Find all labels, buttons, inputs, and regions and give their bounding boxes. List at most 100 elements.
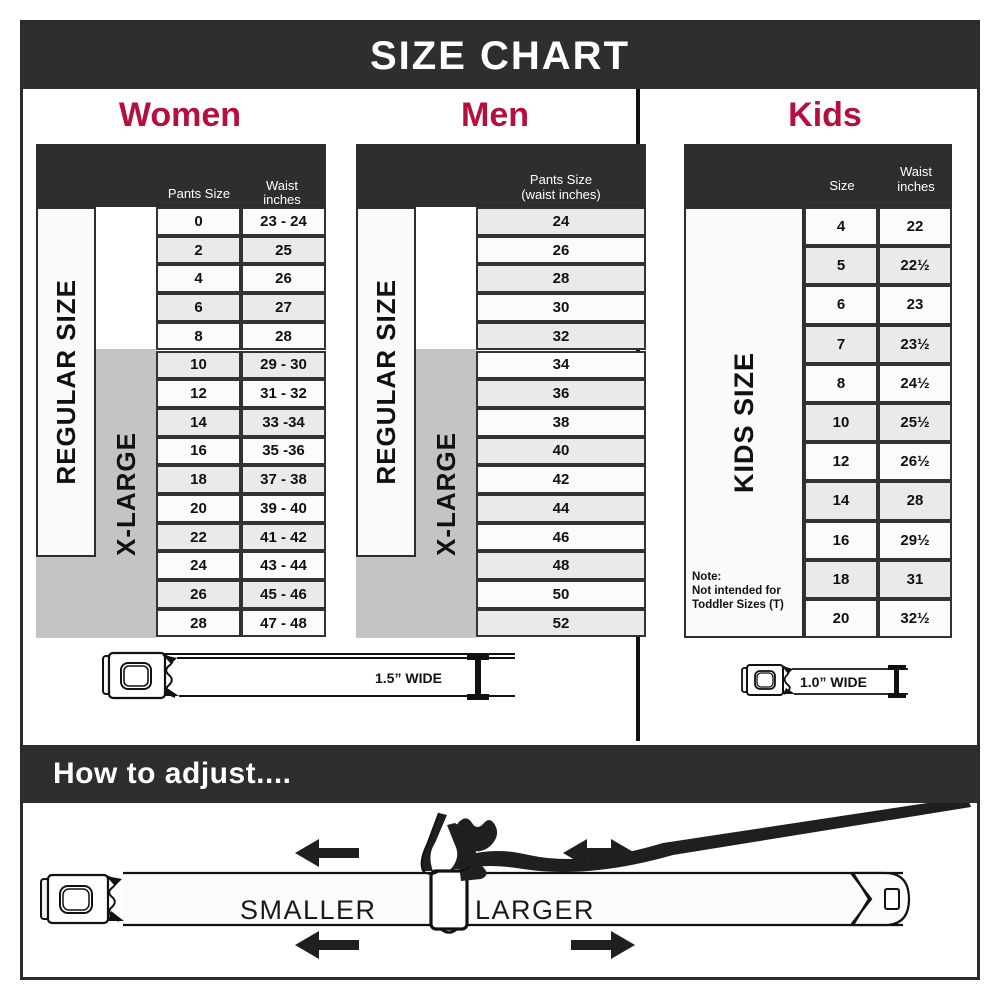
men-cell-size: 44 [476, 494, 646, 523]
kids-cell-waist: 24½ [878, 363, 952, 403]
women-cell-size: 22 [156, 522, 241, 552]
table-row: 34 [476, 350, 646, 380]
table-row: 2 25 [156, 235, 326, 265]
table-row: 24 43 - 44 [156, 551, 326, 581]
table-row: 30 [476, 293, 646, 322]
adult-belt-width-label: 1.5” WIDE [375, 670, 442, 686]
women-cell-size: 0 [156, 207, 241, 236]
women-cell-waist: 26 [241, 264, 326, 294]
table-row: 10 25½ [804, 403, 952, 443]
men-table-header: Pants Size (waist inches) [356, 144, 646, 207]
women-group-regular-label-2: REGULAR SIZE [50, 279, 81, 485]
women-cell-waist: 43 - 44 [241, 551, 326, 581]
table-row: 5 22½ [804, 246, 952, 286]
women-cell-size: 12 [156, 379, 241, 408]
table-row: 26 45 - 46 [156, 580, 326, 609]
kids-col-header-waist-line2: inches [897, 179, 935, 194]
women-col-header-waist-line1: Waist [265, 178, 299, 193]
table-row: 14 28 [804, 481, 952, 521]
women-table-header: Pants Size Waist inches [36, 144, 326, 207]
men-cell-size: 28 [476, 264, 646, 294]
kids-cell-waist: 29½ [878, 520, 952, 560]
adjust-illustration [23, 803, 977, 977]
women-cell-waist: 37 - 38 [241, 465, 326, 494]
table-row: 8 24½ [804, 363, 952, 403]
men-size-table: Pants Size (waist inches) REGULAR SIZE X… [356, 144, 646, 638]
table-row: 36 [476, 379, 646, 408]
kids-cell-waist: 28 [878, 481, 952, 521]
table-row: 24 [476, 207, 646, 236]
kids-note-line2: Not intended for [692, 585, 781, 597]
how-to-adjust-bar: How to adjust.... [23, 745, 977, 803]
men-cell-size: 38 [476, 407, 646, 437]
men-cell-size: 48 [476, 551, 646, 581]
women-cell-size: 8 [156, 321, 241, 351]
adjust-smaller-label: SMALLER [240, 895, 377, 925]
table-row: 18 31 [804, 559, 952, 599]
women-cell-size: 24 [156, 551, 241, 581]
kids-cell-waist: 22½ [878, 246, 952, 286]
table-row: 18 37 - 38 [156, 465, 326, 494]
kids-cell-size: 12 [804, 442, 878, 482]
women-col-header-waist-line2: inches [263, 192, 301, 207]
kids-cell-waist: 31 [878, 559, 952, 599]
women-cell-waist: 47 - 48 [241, 608, 326, 638]
table-row: 4 26 [156, 264, 326, 294]
table-row: 40 [476, 436, 646, 466]
women-cell-size: 14 [156, 407, 241, 437]
kids-cell-size: 6 [804, 285, 878, 325]
women-cell-waist: 35 -36 [241, 436, 326, 466]
men-cell-size: 32 [476, 321, 646, 351]
men-col-header-line1: Pants Size [529, 172, 593, 187]
table-row: 6 23 [804, 285, 952, 325]
women-cell-size: 4 [156, 264, 241, 294]
kids-cell-size: 8 [804, 363, 878, 403]
kids-note-line1: Note: [692, 571, 722, 583]
men-col-header-line2: (waist inches) [521, 187, 601, 202]
men-cell-size: 24 [476, 207, 646, 236]
men-cell-size: 42 [476, 465, 646, 494]
table-row: 0 23 - 24 [156, 207, 326, 236]
men-cell-size: 46 [476, 522, 646, 552]
kids-cell-size: 18 [804, 559, 878, 599]
table-row: 38 [476, 407, 646, 437]
women-cell-waist: 31 - 32 [241, 379, 326, 408]
kids-group-size: KIDS SIZE [684, 207, 804, 638]
kids-cell-size: 16 [804, 520, 878, 560]
kids-cell-size: 4 [804, 207, 878, 247]
men-group-regular-label: REGULAR SIZE [370, 279, 401, 485]
men-cell-size: 26 [476, 235, 646, 265]
women-cell-size: 10 [156, 350, 241, 380]
title-bar: SIZE CHART [23, 23, 977, 89]
table-row: 10 29 - 30 [156, 350, 326, 380]
table-row: 16 35 -36 [156, 436, 326, 466]
kids-cell-waist: 32½ [878, 599, 952, 639]
table-row: 52 [476, 608, 646, 638]
women-cell-waist: 29 - 30 [241, 350, 326, 380]
men-cell-size: 40 [476, 436, 646, 466]
kids-cell-size: 10 [804, 403, 878, 443]
women-cell-size: 26 [156, 580, 241, 609]
kids-cell-size: 14 [804, 481, 878, 521]
men-cell-size: 36 [476, 379, 646, 408]
kids-size-table: Size Waist inches KIDS SIZE Note: Not in… [684, 144, 974, 639]
table-row: 16 29½ [804, 520, 952, 560]
women-cell-size: 18 [156, 465, 241, 494]
table-row: 26 [476, 235, 646, 265]
table-row: 28 [476, 264, 646, 294]
women-col-header-pants-size: Pants Size [167, 186, 231, 201]
women-cell-waist: 45 - 46 [241, 580, 326, 609]
how-to-adjust-heading: How to adjust.... [53, 757, 292, 790]
table-row: 12 31 - 32 [156, 379, 326, 408]
table-row: 44 [476, 494, 646, 523]
kids-cell-waist: 22 [878, 207, 952, 247]
women-cell-waist: 25 [241, 235, 326, 265]
adult-belt-svg [102, 651, 515, 700]
women-cell-waist: 23 - 24 [241, 207, 326, 236]
section-title-men: Men [461, 96, 529, 134]
kids-cell-size: 5 [804, 246, 878, 286]
adult-belt-diagram: 1.5” WIDE [95, 650, 525, 710]
table-row: 8 28 [156, 321, 326, 351]
kids-cell-size: 7 [804, 324, 878, 364]
table-row: 12 26½ [804, 442, 952, 482]
